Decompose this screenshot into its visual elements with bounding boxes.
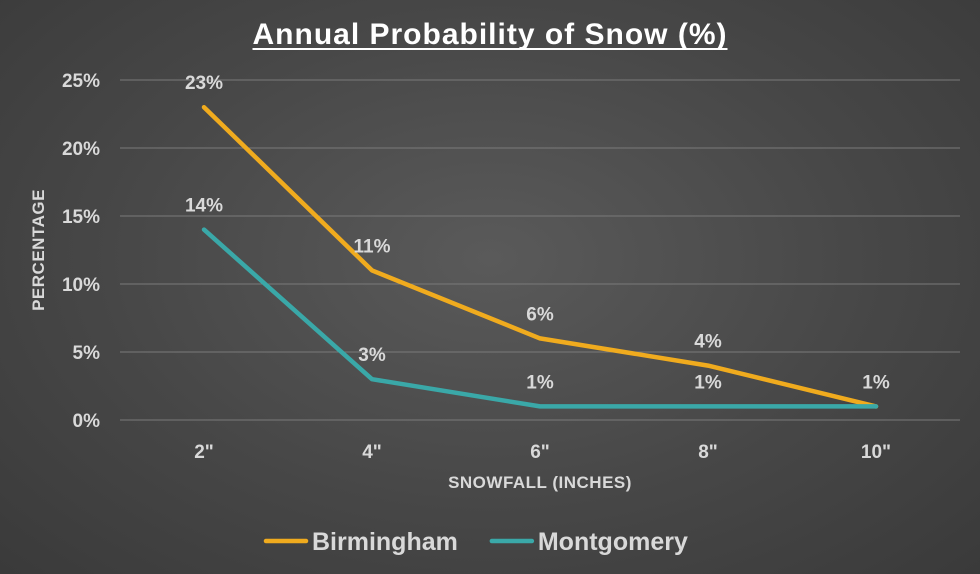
series-line-birmingham	[201, 104, 879, 409]
data-label: 23%	[185, 73, 223, 94]
y-axis-label: PERCENTAGE	[29, 189, 48, 311]
legend: Birmingham Montgomery	[263, 528, 688, 556]
series-line-montgomery	[201, 227, 879, 409]
y-tick-label: 10%	[62, 275, 100, 296]
series-lines	[201, 104, 879, 409]
data-label: 3%	[358, 345, 386, 366]
y-axis-ticks: 0% 5% 10% 15% 20% 25%	[62, 71, 100, 432]
y-tick-label: 5%	[73, 343, 101, 364]
x-axis-ticks: 2" 4" 6" 8" 10"	[194, 442, 891, 463]
data-label: 6%	[526, 304, 554, 325]
y-tick-label: 0%	[73, 411, 101, 432]
data-label: 1%	[526, 372, 554, 393]
y-tick-label: 20%	[62, 139, 100, 160]
data-label: 1%	[862, 372, 890, 393]
y-tick-label: 25%	[62, 71, 100, 92]
legend-entry: Birmingham	[312, 528, 458, 556]
data-label: 14%	[185, 196, 223, 217]
data-label: 4%	[694, 332, 722, 353]
chart-title-group: Annual Probability of Snow (%)	[252, 18, 728, 51]
data-label: 11%	[354, 236, 391, 257]
x-tick-label: 4"	[362, 442, 382, 463]
x-tick-label: 8"	[698, 442, 718, 463]
x-tick-label: 10"	[861, 442, 891, 463]
data-label: 1%	[694, 372, 722, 393]
gridlines	[120, 79, 960, 421]
x-axis-label: SNOWFALL (INCHES)	[448, 473, 632, 492]
data-labels: 23% 11% 6% 4% 1% 14% 3% 1% 1%	[185, 73, 890, 393]
y-tick-label: 15%	[62, 207, 100, 228]
legend-entry: Montgomery	[538, 528, 688, 556]
x-tick-label: 2"	[194, 442, 214, 463]
chart-title: Annual Probability of Snow (%)	[253, 18, 728, 51]
x-tick-label: 6"	[530, 442, 550, 463]
